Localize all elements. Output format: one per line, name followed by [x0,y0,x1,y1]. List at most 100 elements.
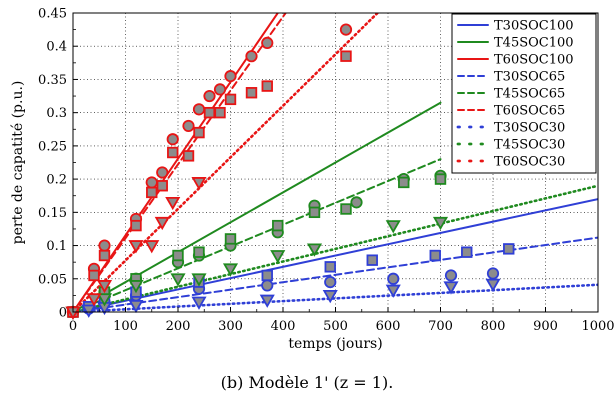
data-point-t45soc30 [170,273,186,287]
data-point-t60soc65 [193,126,205,139]
data-point-t30soc65 [503,243,515,255]
data-point-t30soc30 [81,304,97,318]
data-point-t60soc65 [98,249,111,262]
model-line-t30soc100 [73,198,598,312]
data-point-t60soc100 [224,70,237,83]
data-point-t60soc65 [214,106,226,119]
x-tick-label: 200 [166,319,191,334]
model-line-t45soc100 [73,101,442,312]
x-tick-label: 0 [69,319,77,334]
y-tick-label: 0 [59,306,67,321]
legend-label: T30SOC100 [494,19,574,34]
data-point-t30soc100 [324,275,337,289]
data-point-t30soc100 [387,272,400,285]
legend-box [451,13,597,174]
data-point-t60soc100 [145,176,158,189]
data-point-t60soc65 [224,93,237,106]
data-point-t45soc100 [350,196,363,209]
data-point-t30soc30 [322,289,338,304]
model-line-t60soc30 [73,13,379,312]
y-tick-label: 0.2 [46,173,67,188]
data-point-t60soc100 [213,83,227,96]
data-point-t30soc100 [486,267,500,280]
x-tick-label: 300 [218,319,243,334]
model-line-t30soc30 [73,283,598,312]
data-point-t30soc30 [485,278,501,292]
data-point-t45soc30 [96,293,113,307]
x-tick-label: 800 [481,319,506,334]
data-point-t60soc100 [339,23,353,36]
data-point-t45soc30 [385,220,401,234]
data-point-t45soc65 [398,176,410,189]
data-point-t60soc30 [165,196,181,211]
data-point-t45soc30 [270,250,286,264]
data-point-t60soc100 [166,133,179,146]
y-tick-label: 0.4 [46,40,67,55]
data-point-t30soc30 [191,296,207,310]
legend-label: T45SOC100 [494,36,574,51]
data-point-t60soc30 [128,240,144,254]
data-point-t30soc30 [259,294,275,308]
data-point-t30soc65 [366,254,378,266]
y-axis-label: perte de capatité (p.u.) [10,81,26,245]
x-tick-label: 700 [428,319,453,334]
y-tick-label: 0.1 [46,239,67,254]
data-point-t30soc30 [443,281,459,295]
data-point-t30soc65 [261,269,273,282]
axis-ticks: 0 100 200 300 400 500 600 700 800 900 1000 0 0.05 0.1… [38,7,614,335]
model-line-t60soc100 [73,13,279,312]
data-point-t45soc30 [128,280,144,294]
data-point-t60soc100 [203,89,216,103]
data-point-t60soc100 [156,166,169,179]
y-tick-label: 0.45 [38,7,67,22]
figure-caption: (b) Modèle 1' (z = 1). [221,373,394,392]
y-tick-label: 0.15 [38,206,67,221]
y-tick-label: 0.05 [38,272,67,287]
data-point-t45soc30 [222,263,239,277]
x-tick-label: 600 [376,319,401,334]
x-tick-label: 400 [271,319,296,334]
data-point-t30soc30 [128,299,144,314]
data-point-t60soc65 [203,106,216,119]
measurement-markers [65,23,515,320]
data-point-t45soc65 [308,206,321,219]
data-point-t60soc65 [146,186,158,199]
legend-label: T45SOC30 [494,138,565,153]
y-tick-label: 0.35 [38,73,67,88]
data-point-t60soc30 [144,240,160,254]
data-point-t45soc65 [224,233,237,245]
data-point-t60soc100 [182,119,195,133]
data-point-t30soc30 [385,284,401,298]
y-tick-label: 0.3 [46,106,67,121]
data-point-t45soc65 [340,203,352,215]
legend-label: T30SOC30 [494,121,565,136]
x-tick-label: 900 [533,319,558,334]
data-point-t60soc65 [340,50,352,62]
data-point-t60soc30 [154,216,170,231]
data-point-t45soc30 [432,216,449,231]
legend-label: T45SOC65 [494,87,565,102]
data-point-t45soc30 [306,243,323,257]
x-tick-label: 500 [323,319,348,334]
x-tick-label: 100 [113,319,138,334]
data-point-t60soc65 [245,87,258,99]
data-point-t45soc65 [272,219,284,232]
legend-label: T60SOC100 [494,53,574,68]
data-point-t60soc65 [261,80,273,92]
data-point-t60soc65 [167,146,179,159]
data-point-t45soc65 [434,173,447,185]
data-point-t60soc100 [261,36,274,50]
model-line-t60soc65 [73,13,287,312]
data-point-t45soc65 [193,246,205,258]
data-point-t60soc65 [130,219,142,232]
x-tick-label: 1000 [581,319,614,334]
data-point-t60soc100 [192,103,206,116]
legend: T30SOC100 T45SOC100 T60SOC100 T30SOC65 T45SO… [451,13,597,174]
legend-label: T60SOC65 [494,104,565,119]
data-point-t45soc30 [191,273,207,287]
data-point-t60soc100 [98,239,111,252]
model-line-t45soc30 [73,184,598,312]
data-point-t60soc65 [182,150,195,162]
data-point-t30soc100 [261,279,274,292]
